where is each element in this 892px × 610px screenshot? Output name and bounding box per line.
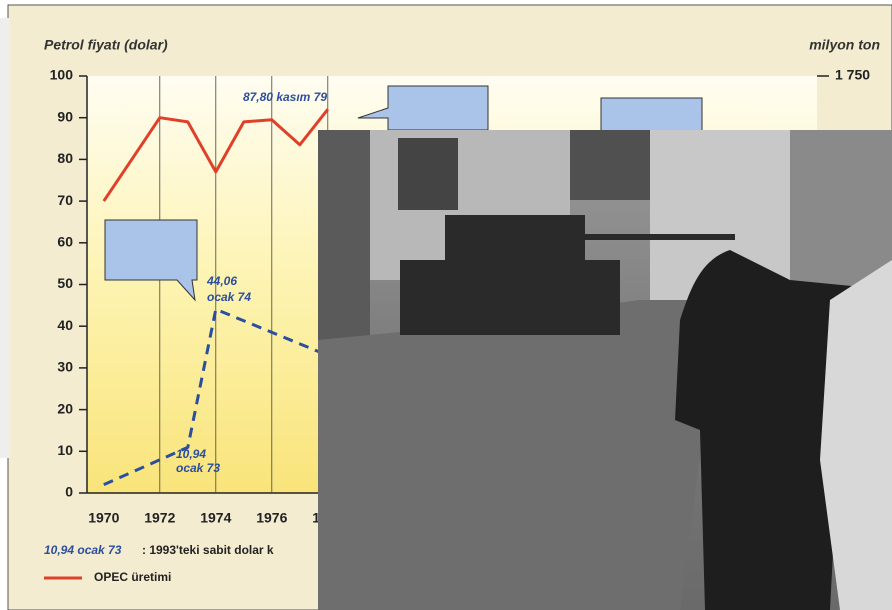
legend-label: OPEC üretimi (94, 570, 171, 584)
y-tick-label: 70 (57, 192, 73, 208)
annotation: 87,80 kasım 79 (243, 90, 327, 104)
photo-street (318, 300, 720, 610)
annotation: 10,94 (176, 447, 206, 461)
footnote-key: 10,94 ocak 73 (44, 543, 122, 557)
annotation: ocak 74 (207, 290, 251, 304)
y-tick-label: 50 (57, 275, 73, 291)
photo-person (820, 260, 892, 610)
x-tick-label: 1970 (88, 510, 119, 526)
x-tick-label: 1972 (144, 510, 175, 526)
photo-gun (585, 234, 735, 240)
y-tick-label: 90 (57, 108, 73, 124)
y-tick-label: 10 (57, 442, 73, 458)
y-tick-label: 40 (57, 317, 73, 333)
y-tick-label: 80 (57, 150, 73, 166)
annotation: 44,06 (206, 274, 237, 288)
photo (318, 130, 892, 610)
chart-title: Petrol fiyatı (dolar) (44, 37, 168, 53)
y-tick-label: 0 (65, 484, 73, 500)
left-strip (0, 18, 10, 458)
photo-tank (400, 215, 620, 335)
y-tick-label: 100 (50, 67, 74, 83)
y2-label: milyon ton (809, 37, 880, 53)
callout (104, 219, 198, 302)
x-tick-label: 1976 (256, 510, 287, 526)
y2-tick-label: 1 750 (835, 67, 870, 83)
series-line (102, 108, 329, 202)
y-tick-label: 30 (57, 359, 73, 375)
photo-building (570, 130, 650, 200)
footnote: : 1993'teki sabit dolar k (142, 543, 274, 557)
photo-window (398, 138, 458, 210)
photo-building (318, 130, 370, 340)
x-tick-label: 1974 (200, 510, 231, 526)
series-line (103, 307, 329, 487)
callout (357, 85, 489, 131)
y-tick-label: 60 (57, 234, 73, 250)
y-tick-label: 20 (57, 400, 73, 416)
annotation: ocak 73 (176, 461, 220, 475)
